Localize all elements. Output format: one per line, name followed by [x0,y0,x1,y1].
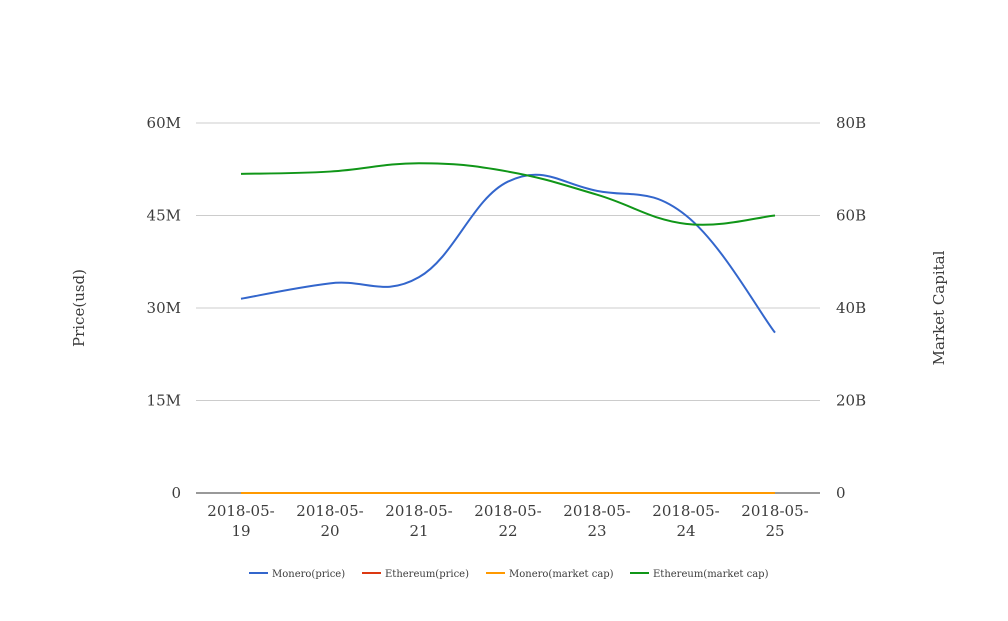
series-line-ethereum-market-cap [240,162,776,226]
x-tick-label: 2018-05-23 [563,502,630,540]
series-line-monero-price [240,173,776,334]
left-tick-label: 15M [147,392,181,410]
legend-label: Monero(market cap) [509,569,614,580]
left-tick-label: 45M [147,207,181,225]
x-tick-label: 2018-05-22 [474,502,541,540]
right-tick-label: 20B [836,392,866,410]
x-tick-label: 2018-05-21 [385,502,452,540]
x-tick-label: 2018-05-24 [652,502,719,540]
right-tick-label: 40B [836,299,866,317]
gridlines [196,122,820,494]
left-tick-label: 30M [147,299,181,317]
right-axis-ticks: 0 20B 40B 60B 80B [836,114,866,502]
left-axis-ticks: 0 15M 30M 45M 60M [147,114,181,502]
right-tick-label: 80B [836,114,866,132]
left-tick-label: 0 [171,484,181,502]
x-tick-label: 2018-05-20 [296,502,363,540]
legend: Monero(price) Ethereum(price) Monero(marke… [249,569,769,580]
right-tick-label: 0 [836,484,846,502]
legend-label: Ethereum(market cap) [653,569,769,580]
left-tick-label: 60M [147,114,181,132]
x-tick-label: 2018-05-19 [207,502,274,540]
series-lines [240,162,776,495]
right-tick-label: 60B [836,207,866,225]
right-axis-title: Market Capital [930,250,948,365]
x-tick-label: 2018-05-25 [741,502,808,540]
left-axis-title: Price(usd) [70,269,88,347]
legend-label: Ethereum(price) [385,569,469,580]
x-axis-ticks: 2018-05-19 2018-05-20 2018-05-21 2018-05-22… [207,502,808,540]
legend-label: Monero(price) [272,569,345,580]
